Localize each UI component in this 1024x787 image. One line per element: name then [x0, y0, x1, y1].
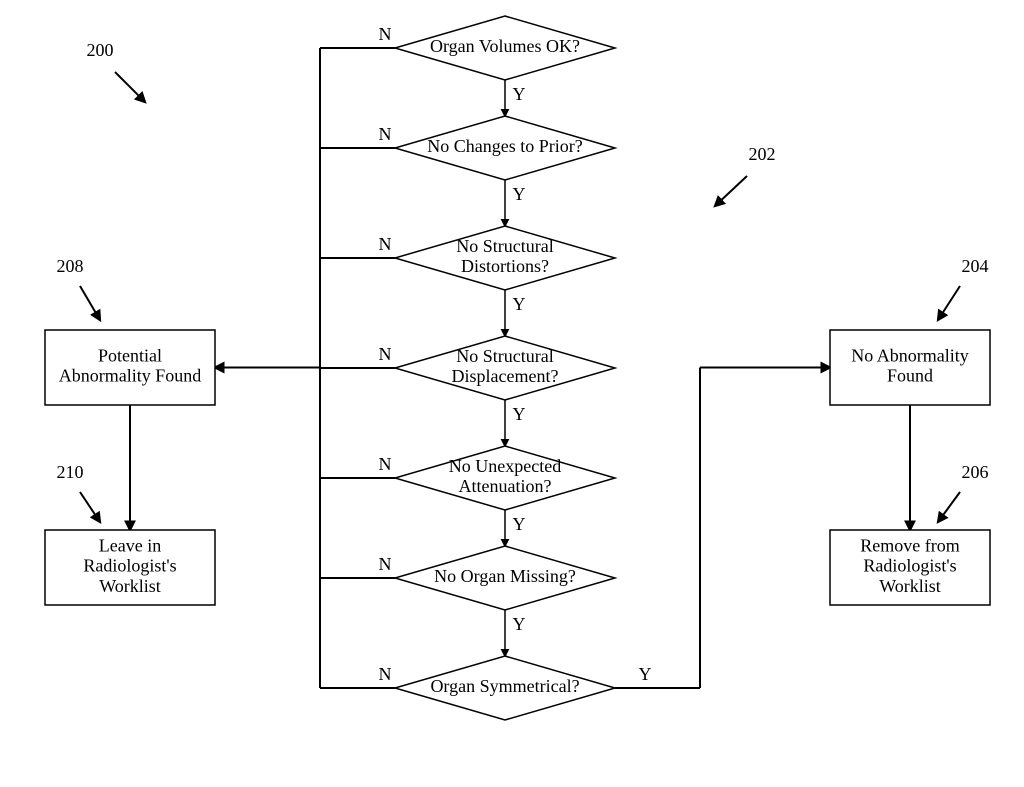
ref-210: 210 — [57, 462, 84, 482]
ref-arrow — [80, 286, 100, 320]
no-label: N — [379, 234, 392, 254]
no-label: N — [379, 24, 392, 44]
box-label: Potential — [98, 346, 162, 366]
no-label: N — [379, 664, 392, 684]
no-label: N — [379, 454, 392, 474]
decision-label: No Changes to Prior? — [427, 136, 582, 156]
no-label: N — [379, 344, 392, 364]
ref-arrow — [80, 492, 100, 522]
ref-202: 202 — [749, 144, 776, 164]
no-label: N — [379, 124, 392, 144]
box-label: Worklist — [879, 576, 941, 596]
yes-label: Y — [513, 84, 526, 104]
ref-204: 204 — [962, 256, 989, 276]
box-label: Found — [887, 366, 933, 386]
box-label: Abnormality Found — [59, 366, 202, 386]
yes-label: Y — [513, 294, 526, 314]
flowchart-canvas: Organ Volumes OK? No Changes to Prior? No … — [0, 0, 1024, 787]
ref-200: 200 — [87, 40, 114, 60]
box-label: Leave in — [99, 535, 161, 555]
box-label: No Abnormality — [851, 346, 969, 366]
box-label: Worklist — [99, 576, 161, 596]
decision-label: Organ Symmetrical? — [430, 676, 579, 696]
ref-arrow — [715, 176, 747, 206]
decision-label: No Structural — [456, 236, 553, 256]
decision-label: Attenuation? — [459, 476, 552, 496]
decision-label: No Organ Missing? — [434, 566, 576, 586]
yes-label: Y — [513, 614, 526, 634]
no-label: N — [379, 554, 392, 574]
ref-arrow — [938, 492, 960, 522]
ref-arrow — [938, 286, 960, 320]
box-label: Radiologist's — [863, 556, 956, 576]
yes-label: Y — [513, 184, 526, 204]
yes-label: Y — [513, 404, 526, 424]
decision-label: Organ Volumes OK? — [430, 36, 580, 56]
box-label: Remove from — [860, 535, 959, 555]
yes-label: Y — [639, 664, 652, 684]
decision-label: No Structural — [456, 346, 553, 366]
ref-208: 208 — [57, 256, 84, 276]
ref-206: 206 — [962, 462, 989, 482]
decision-label: Distortions? — [461, 256, 549, 276]
box-label: Radiologist's — [83, 556, 176, 576]
decision-label: Displacement? — [452, 366, 559, 386]
decision-label: No Unexpected — [449, 456, 561, 476]
yes-label: Y — [513, 514, 526, 534]
ref-arrow — [115, 72, 145, 102]
